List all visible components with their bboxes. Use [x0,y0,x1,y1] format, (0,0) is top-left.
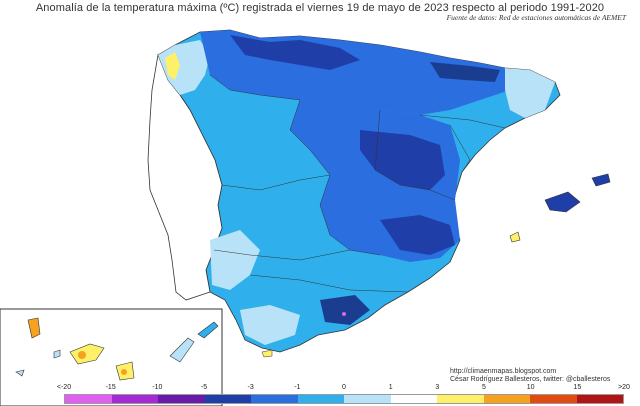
legend-tick-label: -5 [200,384,208,391]
center-strong [360,130,445,190]
canary-inset-frame [0,308,223,406]
legend-tick-label: >20 [618,384,630,391]
galicia-warm [165,52,180,80]
south-dark [320,295,370,325]
legend-tick-label: -10 [152,384,163,391]
legend-swatch [530,395,577,403]
canary-tenerife-hot [78,351,86,359]
balearic-menorca [591,173,611,187]
canary-lanzarote [197,321,219,339]
legend-tick-label: -1 [294,384,301,391]
legend-tick-label: -15 [105,384,116,391]
canary-grancanaria-hot [121,369,127,375]
pyrenees-strong [430,62,500,82]
legend-swatch [65,395,112,403]
legend-tick-label: 10 [526,384,535,391]
region-borders [209,74,506,293]
ceuta [261,349,273,358]
north-strong [230,35,360,70]
legend-tick-label: 15 [573,384,582,391]
legend-swatch [390,395,437,403]
legend-tick-label: 0 [342,384,346,391]
legend-swatch [297,395,344,403]
canary-tenerife [69,343,105,365]
granada-spot [342,312,346,316]
south-light [240,305,300,345]
legend-swatch [251,395,298,403]
legend-tick-label: 3 [435,384,440,391]
canary-fuerteventura [169,337,195,363]
legend-swatch [204,395,251,403]
canary-lapalma [27,317,41,339]
catalonia-light [505,68,555,118]
legend-swatch [344,395,391,403]
data-source: Fuente de datos: Red de estaciones autom… [446,13,626,22]
galicia-light [158,40,210,95]
map-title: Anomalía de la temperatura máxima (ºC) r… [35,2,605,14]
legend-swatch [483,395,530,403]
legend-swatch [158,395,205,403]
legend-swatch [437,395,484,403]
canary-hierro [15,369,25,377]
legend-tick-label: -3 [247,384,254,391]
southwest-light [210,230,260,290]
legend-tick-label: 5 [482,384,486,391]
east-strong [380,215,455,255]
credit-url: http://climaenmapas.blogspot.com [450,368,557,375]
legend-swatch [111,395,158,403]
balearic-mallorca [544,191,581,213]
portugal [147,53,223,301]
legend-swatch [576,395,623,403]
legend-colorbar [64,394,624,404]
balearic-ibiza [509,231,521,243]
legend-tick-label: 1 [388,384,393,391]
legend-tick-label: <-20 [56,384,72,391]
canary-gomera [53,349,61,359]
credit-author: César Rodríguez Ballesteros, twitter: @c… [450,376,611,383]
